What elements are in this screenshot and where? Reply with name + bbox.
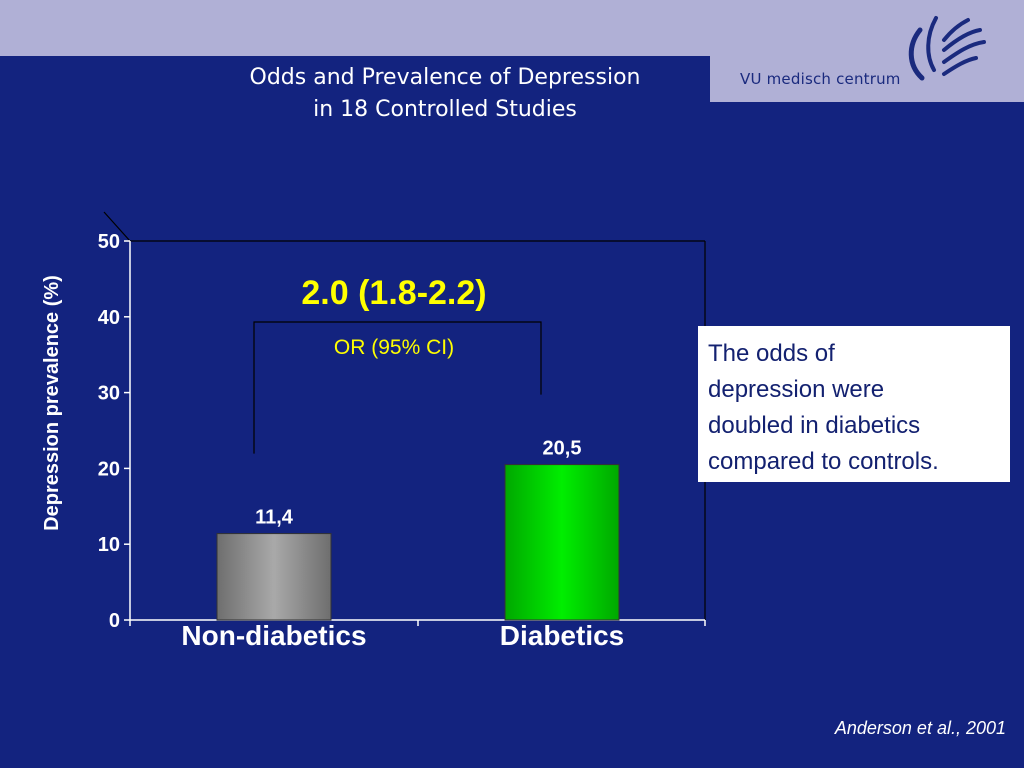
y-tick-label: 40 bbox=[98, 307, 120, 329]
vumc-logo-icon bbox=[908, 16, 986, 81]
callout-box: The odds of depression were doubled in d… bbox=[698, 326, 1010, 482]
title-line-1: Odds and Prevalence of Depression bbox=[249, 65, 641, 90]
callout-line-3: doubled in diabetics bbox=[708, 412, 921, 439]
y-tick-label: 30 bbox=[98, 383, 120, 405]
significance-bracket bbox=[253, 321, 542, 454]
y-tick-label: 10 bbox=[98, 534, 120, 556]
y-tick-label: 0 bbox=[109, 610, 120, 632]
y-tick-label: 50 bbox=[98, 231, 120, 253]
odds-ratio-caption: OR (95% CI) bbox=[334, 336, 454, 359]
y-axis-label: Depression prevalence (%) bbox=[41, 275, 63, 531]
logo-panel: VU medisch centrum bbox=[710, 0, 1024, 102]
callout-line-2: depression were bbox=[708, 376, 885, 403]
citation: Anderson et al., 2001 bbox=[834, 718, 1006, 738]
plot-depth-line bbox=[103, 211, 131, 242]
page-title: Odds and Prevalence of Depression in 18 … bbox=[150, 62, 740, 126]
callout-line-4: compared to controls. bbox=[708, 448, 939, 475]
bar-non-diabetics bbox=[216, 533, 332, 621]
odds-ratio-label: 2.0 (1.8-2.2) bbox=[301, 274, 486, 312]
bar-diabetics bbox=[504, 464, 620, 621]
x-category-label: Non-diabetics bbox=[181, 620, 366, 651]
data-label: 11,4 bbox=[255, 507, 294, 529]
data-label: 20,5 bbox=[543, 438, 582, 460]
callout-line-1: The odds of bbox=[708, 340, 835, 367]
y-tick-label: 20 bbox=[98, 458, 120, 480]
x-category-label: Diabetics bbox=[500, 620, 625, 651]
title-line-2: in 18 Controlled Studies bbox=[313, 97, 577, 122]
logo-text: VU medisch centrum bbox=[740, 70, 901, 88]
